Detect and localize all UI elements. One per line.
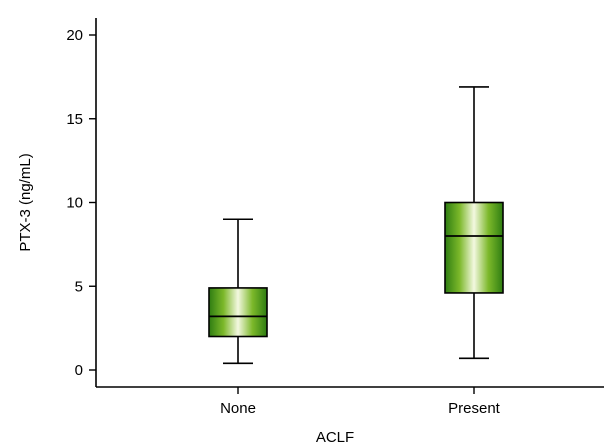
axes [95,18,604,388]
box-none [208,218,268,365]
iqr-box [444,201,504,294]
box-present [444,86,504,360]
x-tick-label: Present [448,400,501,417]
y-tick-label: 0 [75,362,83,379]
boxes [208,86,504,365]
y-tick-label: 5 [75,278,83,295]
y-ticks: 0 5 10 15 20 [66,27,96,379]
y-tick-label: 10 [66,195,83,212]
y-tick-label: 20 [66,27,83,44]
iqr-box [208,287,268,338]
y-tick-label: 15 [66,111,83,128]
y-axis-title: PTX-3 (ng/mL) [17,153,34,251]
x-ticks: None Present [220,387,501,417]
x-tick-label: None [220,400,256,417]
x-axis-title: ACLF [316,429,354,446]
